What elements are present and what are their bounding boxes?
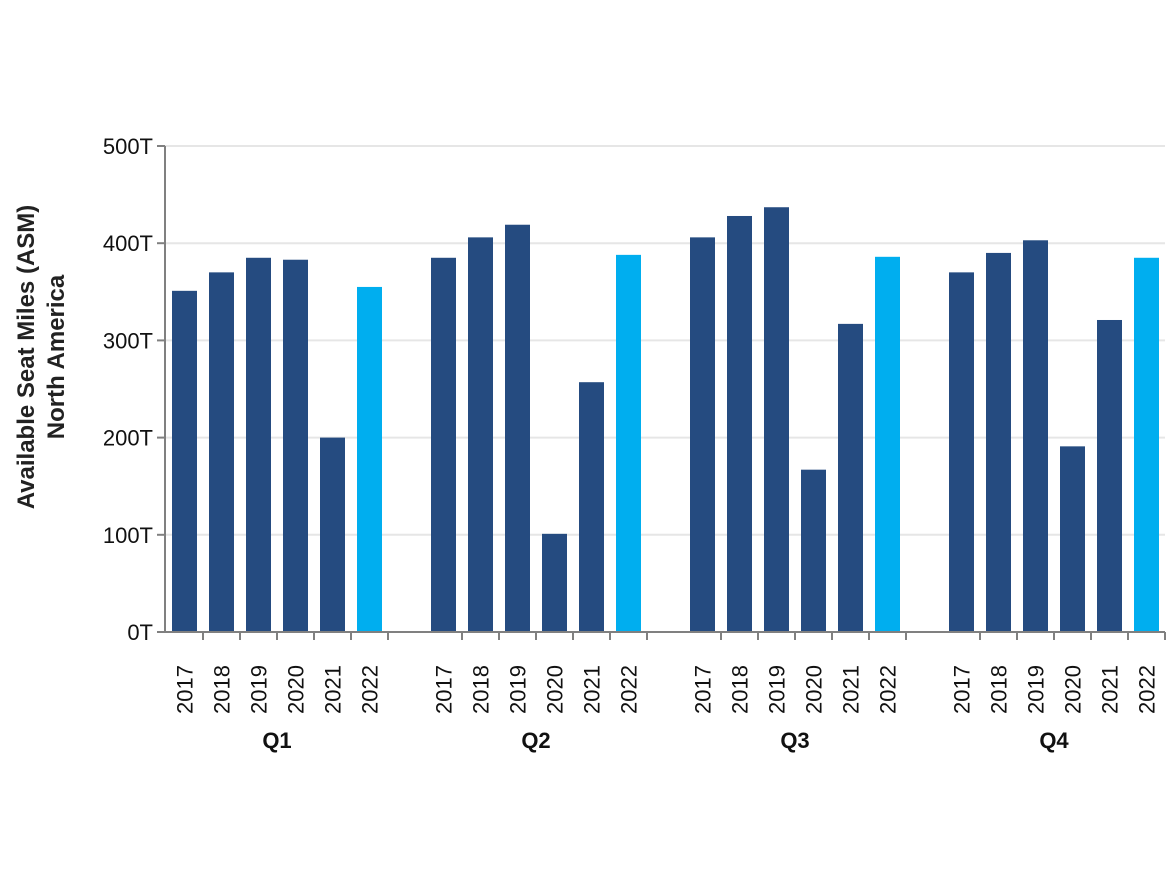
group-label-q4: Q4 (1039, 728, 1069, 753)
bar-q3-2018 (727, 215, 752, 632)
y-axis-title-line1: Available Seat Miles (ASM) (13, 205, 40, 510)
y-tick-label: 500T (103, 134, 153, 159)
group-label-q3: Q3 (780, 728, 809, 753)
x-tick-label: 2018 (469, 665, 494, 714)
x-tick-label: 2018 (728, 665, 753, 714)
bar-q3-2022 (875, 256, 900, 632)
x-tick-label: 2021 (1098, 665, 1123, 714)
bars (172, 207, 1159, 633)
bar-q2-2021 (579, 382, 604, 632)
x-tick-label: 2021 (580, 665, 605, 714)
bar-q4-2019 (1023, 240, 1048, 632)
x-tick-label: 2022 (617, 665, 642, 714)
bar-q3-2020 (801, 469, 826, 632)
x-tick-label: 2020 (802, 665, 827, 714)
gridlines (165, 145, 1165, 536)
x-tick-label: 2017 (950, 665, 975, 714)
x-tick-label: 2022 (358, 665, 383, 714)
x-tick-label: 2022 (1135, 665, 1160, 714)
bar-q1-2020 (283, 259, 308, 632)
bar-q3-2019 (764, 207, 789, 632)
bar-q3-2021 (838, 323, 863, 632)
y-tick-label: 200T (103, 426, 153, 451)
x-tick-label: 2019 (1024, 665, 1049, 714)
x-tick-label: 2019 (506, 665, 531, 714)
x-tick-label: 2020 (284, 665, 309, 714)
bar-q1-2021 (320, 437, 345, 632)
bar-q4-2018 (986, 252, 1011, 633)
bar-q1-2022 (357, 286, 382, 632)
bar-q3-2017 (690, 237, 715, 633)
x-tick-label: 2019 (765, 665, 790, 714)
bar-q4-2017 (949, 272, 974, 632)
y-tick-label: 400T (103, 231, 153, 256)
y-axis-title-line2: North America (43, 274, 70, 439)
bar-q4-2021 (1097, 319, 1122, 632)
bar-q1-2018 (209, 272, 234, 632)
x-tick-label: 2018 (987, 665, 1012, 714)
x-tick-label: 2017 (173, 665, 198, 714)
bar-q2-2017 (431, 257, 456, 632)
y-tick-label: 0T (127, 620, 153, 645)
bar-q2-2018 (468, 237, 493, 633)
x-tick-label: 2021 (839, 665, 864, 714)
x-tick-label: 2018 (210, 665, 235, 714)
x-tick-label: 2022 (876, 665, 901, 714)
axes (157, 145, 1166, 640)
bar-q4-2022 (1134, 257, 1159, 632)
x-tick-label: 2020 (1061, 665, 1086, 714)
axis-labels: 0T 100T 200T 300T 400T 500T 2017 2018 2019 2020 20… (103, 134, 1160, 753)
x-tick-label: 2021 (321, 665, 346, 714)
bar-q2-2020 (542, 533, 567, 632)
x-tick-label: 2017 (432, 665, 457, 714)
bar-q1-2017 (172, 290, 197, 632)
bar-q1-2019 (246, 257, 271, 632)
group-label-q2: Q2 (521, 728, 550, 753)
x-tick-label: 2020 (543, 665, 568, 714)
bar-q2-2019 (505, 224, 530, 632)
bar-q4-2020 (1060, 446, 1085, 632)
group-label-q1: Q1 (262, 728, 291, 753)
x-tick-label: 2019 (247, 665, 272, 714)
y-tick-label: 100T (103, 523, 153, 548)
x-tick-label: 2017 (691, 665, 716, 714)
bar-q2-2022 (616, 254, 641, 632)
y-tick-label: 300T (103, 328, 153, 353)
